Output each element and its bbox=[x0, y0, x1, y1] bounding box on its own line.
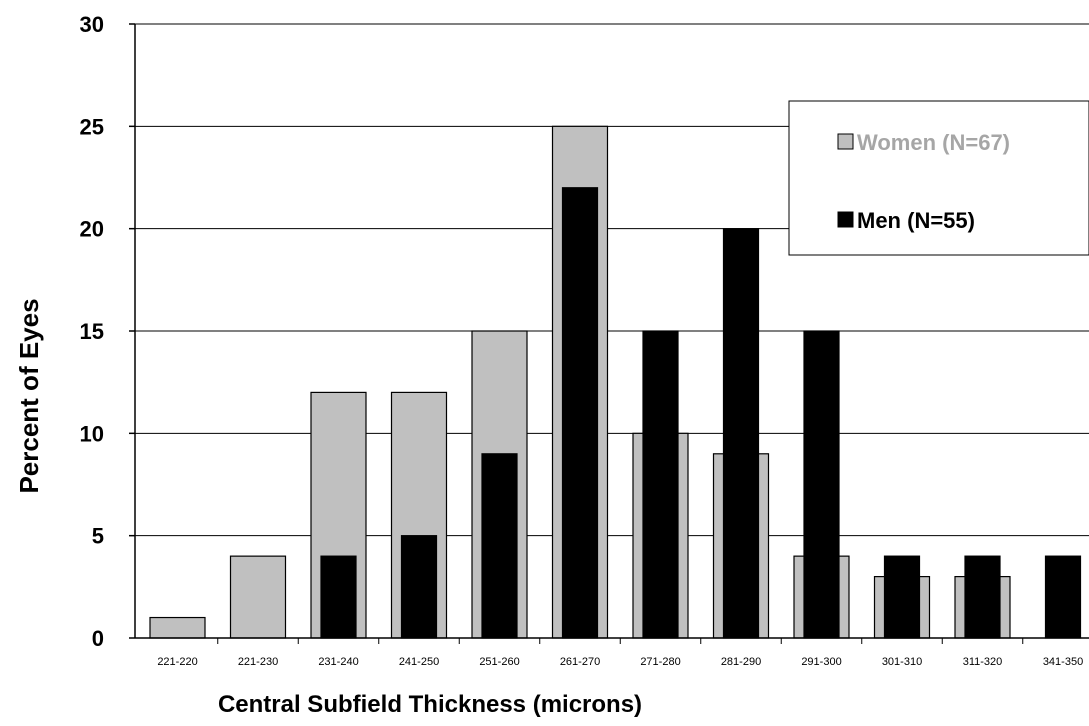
x-tick-label-341-350: 341-350 bbox=[1043, 656, 1083, 668]
y-tick-label: 20 bbox=[80, 217, 104, 242]
x-tick-label-221-230: 221-230 bbox=[238, 656, 278, 668]
bar-men-261-270 bbox=[561, 187, 599, 639]
x-tick-labels: 221-220 221-230 231-240 241-250 251-260 261-2… bbox=[157, 656, 1083, 668]
x-tick-label-311-320: 311-320 bbox=[963, 656, 1003, 668]
x-tick-label-301-310: 301-310 bbox=[882, 656, 922, 668]
legend-label-men: Men (N=55) bbox=[857, 208, 975, 233]
legend-box bbox=[788, 100, 1089, 256]
x-tick-label-261-270: 261-270 bbox=[560, 656, 600, 668]
y-tick-label: 0 bbox=[92, 626, 104, 651]
bar-men-251-260 bbox=[481, 453, 518, 639]
axes bbox=[134, 24, 1089, 639]
x-axis-label: Central Subfield Thickness (microns) bbox=[218, 691, 642, 718]
bar-men-341-350 bbox=[1044, 555, 1082, 639]
x-tick-label-271-280: 271-280 bbox=[640, 656, 680, 668]
x-tick-label-251-260: 251-260 bbox=[479, 656, 519, 668]
x-tick-label-291-300: 291-300 bbox=[801, 656, 841, 668]
x-tick-label-281-290: 281-290 bbox=[721, 656, 761, 668]
y-tick-label: 30 bbox=[80, 12, 104, 37]
bar-men-301-310 bbox=[883, 555, 921, 639]
y-tick-label: 15 bbox=[80, 319, 104, 344]
y-tick-label: 5 bbox=[92, 524, 104, 549]
y-axis-label: Percent of Eyes bbox=[14, 298, 44, 493]
y-tick-label: 10 bbox=[80, 421, 104, 446]
bar-women-221-220 bbox=[149, 616, 206, 639]
bar-men-291-300 bbox=[803, 330, 840, 639]
legend-label-women: Women (N=67) bbox=[857, 130, 1010, 155]
legend: Women (N=67) Men (N=55) bbox=[788, 100, 1089, 256]
bar-men-271-280 bbox=[642, 330, 679, 639]
x-tick-label-241-250: 241-250 bbox=[399, 656, 439, 668]
bar-men-231-240 bbox=[320, 555, 357, 639]
y-tick-label: 25 bbox=[80, 114, 104, 139]
y-tick-labels: 0 5 10 15 20 25 30 bbox=[80, 12, 104, 651]
bar-women-221-230 bbox=[229, 555, 287, 639]
bar-men-311-320 bbox=[964, 555, 1001, 639]
bar-men-241-250 bbox=[400, 535, 438, 639]
bar-men-281-290 bbox=[722, 228, 760, 639]
legend-swatch-men bbox=[837, 211, 854, 228]
legend-swatch-women bbox=[837, 133, 854, 150]
x-tick-label-231-240: 231-240 bbox=[318, 656, 358, 668]
x-tick-label-221-220: 221-220 bbox=[157, 656, 197, 668]
